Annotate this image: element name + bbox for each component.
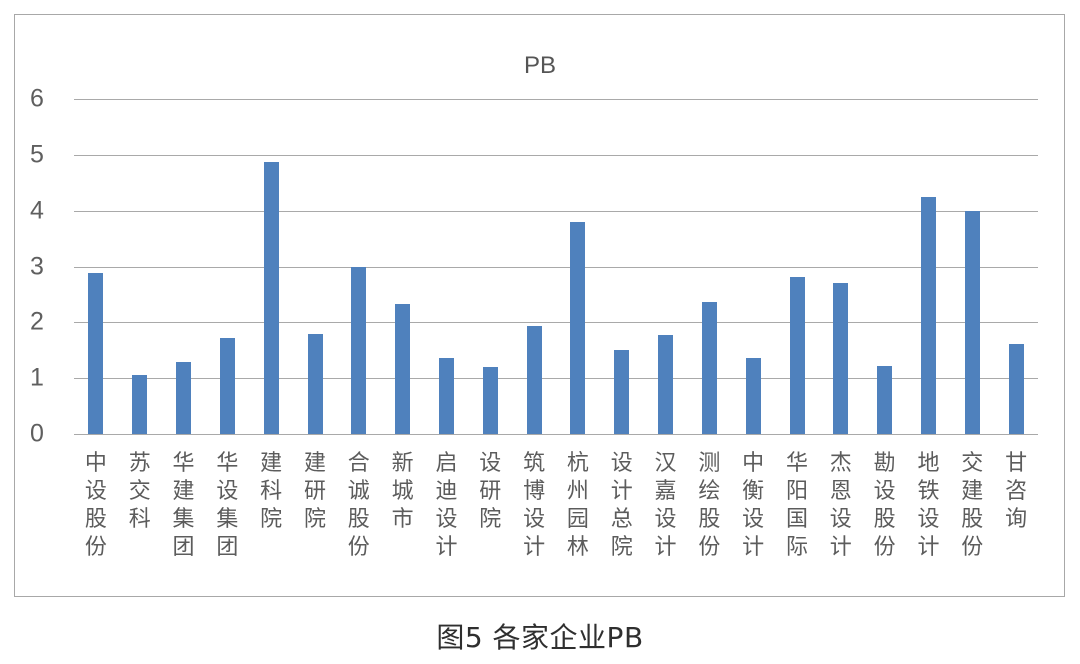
x-tick-label: 建研院 xyxy=(303,451,326,532)
bar xyxy=(219,337,235,434)
gridline xyxy=(74,210,1038,212)
x-tick-label: 地铁设计 xyxy=(917,451,940,560)
bar xyxy=(745,358,761,434)
x-tick-label: 汉嘉设计 xyxy=(654,451,677,560)
bar xyxy=(438,357,454,434)
bar xyxy=(570,221,586,434)
bar xyxy=(132,375,148,434)
bar xyxy=(88,272,104,434)
x-tick-label: 筑博设计 xyxy=(523,451,546,560)
x-tick-label: 杭州园林 xyxy=(566,451,589,560)
gridline xyxy=(74,154,1038,156)
bar xyxy=(789,277,805,434)
x-tick-label: 设研院 xyxy=(479,451,502,532)
y-tick-label: 5 xyxy=(30,140,44,169)
x-tick-label: 甘咨询 xyxy=(1005,451,1028,532)
chart-title: PB xyxy=(523,52,556,79)
figure-caption: 图5 各家企业PB xyxy=(436,621,644,654)
x-tick-label: 建科院 xyxy=(260,451,283,532)
bar xyxy=(307,333,323,434)
bar xyxy=(920,196,936,434)
x-tick-label: 设计总院 xyxy=(610,451,633,560)
bar xyxy=(1008,343,1024,434)
bar xyxy=(964,211,980,434)
bar xyxy=(526,325,542,434)
y-tick-label: 3 xyxy=(30,252,44,280)
bar xyxy=(658,335,674,434)
bar xyxy=(263,161,279,434)
gridline xyxy=(74,378,1038,380)
x-tick-label: 交建股份 xyxy=(961,451,984,560)
y-tick-label: 6 xyxy=(30,84,44,113)
x-tick-label: 新城市 xyxy=(391,451,414,532)
x-tick-label: 华建集团 xyxy=(172,451,195,560)
x-tick-label: 合诚股份 xyxy=(347,451,370,560)
x-tick-label: 华阳国际 xyxy=(785,451,808,560)
y-tick-label: 2 xyxy=(30,307,44,336)
x-tick-label: 苏交科 xyxy=(128,451,151,532)
x-tick-label: 勘设股份 xyxy=(873,451,896,560)
gridline xyxy=(74,99,1038,100)
x-tick-label: 测绘股份 xyxy=(698,451,721,560)
bar xyxy=(877,365,893,434)
bar xyxy=(833,282,849,434)
bar xyxy=(395,304,411,434)
bar xyxy=(351,267,367,434)
x-tick-label: 杰恩设计 xyxy=(829,451,852,560)
gridline xyxy=(74,266,1038,268)
x-tick-label: 中衡设计 xyxy=(742,451,765,560)
chart-frame xyxy=(14,14,1065,597)
bar xyxy=(482,367,498,434)
bar xyxy=(701,302,717,434)
y-tick-label: 4 xyxy=(30,196,44,225)
gridline xyxy=(74,322,1038,324)
y-tick-label: 1 xyxy=(30,363,44,392)
x-tick-label: 启迪设计 xyxy=(435,451,458,560)
x-tick-label: 华设集团 xyxy=(216,451,239,560)
gridline xyxy=(74,434,1038,435)
x-tick-label: 中设股份 xyxy=(84,451,107,560)
bar xyxy=(176,361,192,434)
y-tick-label: 0 xyxy=(30,419,44,448)
bar xyxy=(614,350,630,434)
